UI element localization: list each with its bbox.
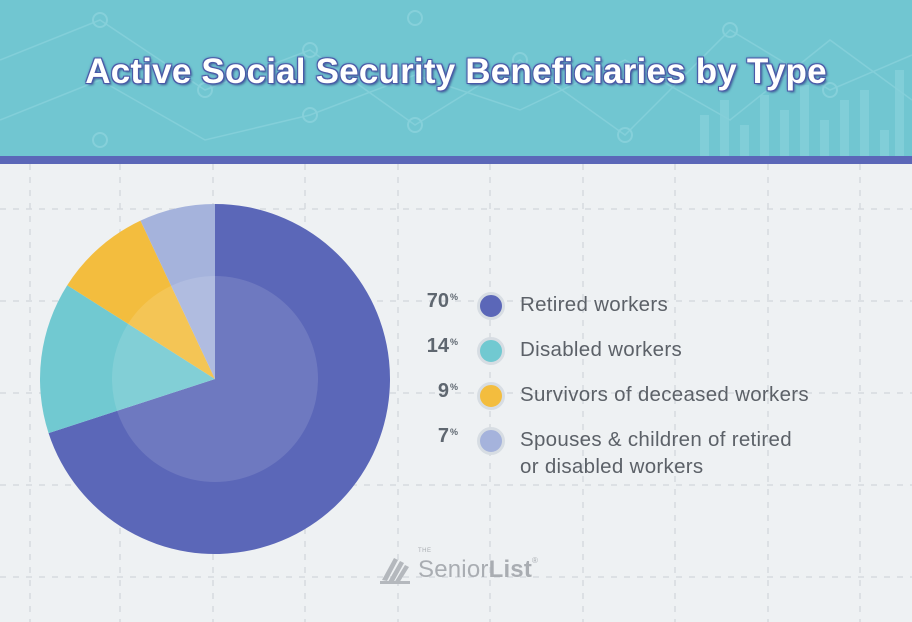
header-decoration bbox=[0, 10, 912, 156]
pie-inner-circle bbox=[112, 276, 318, 482]
pie-slice-survivors-of-deceased-workers bbox=[67, 220, 215, 379]
legend-label-line-2: or disabled workers bbox=[520, 455, 704, 478]
legend-percent: 70% bbox=[426, 290, 458, 312]
chart-title: Active Social Security Beneficiaries by … bbox=[85, 52, 827, 91]
legend-swatch bbox=[477, 427, 505, 455]
legend-label: Retired workers bbox=[520, 293, 669, 316]
pie-slice-disabled-workers bbox=[40, 285, 216, 434]
logo-wordmark: SeniorList® bbox=[418, 556, 539, 583]
pie-slice-spouses-children-of-retired-or-disabled-workers bbox=[140, 204, 215, 379]
legend-label: Survivors of deceased workers bbox=[520, 383, 809, 406]
senior-list-logo: THE SeniorList® bbox=[378, 546, 558, 586]
header-band bbox=[0, 156, 912, 164]
pie-chart bbox=[40, 204, 391, 554]
legend-percent: 7% bbox=[437, 425, 458, 447]
logo-the: THE bbox=[418, 548, 432, 554]
legend-label: Disabled workers bbox=[520, 338, 683, 361]
legend-percent: 9% bbox=[437, 380, 458, 402]
legend-label: Spouses & children of retired or disable… bbox=[520, 426, 792, 480]
legend-label-line-1: Spouses & children of retired bbox=[520, 428, 792, 451]
legend-swatch bbox=[477, 382, 505, 410]
book-logo-icon bbox=[380, 558, 410, 584]
header-banner: Active Social Security Beneficiaries by … bbox=[0, 0, 912, 156]
legend-percent: 14% bbox=[426, 335, 458, 357]
legend-swatch bbox=[477, 337, 505, 365]
pie-slice-retired-workers bbox=[48, 204, 391, 554]
legend-swatch bbox=[477, 292, 505, 320]
background-grid bbox=[0, 164, 912, 622]
pie-slices bbox=[40, 204, 391, 554]
